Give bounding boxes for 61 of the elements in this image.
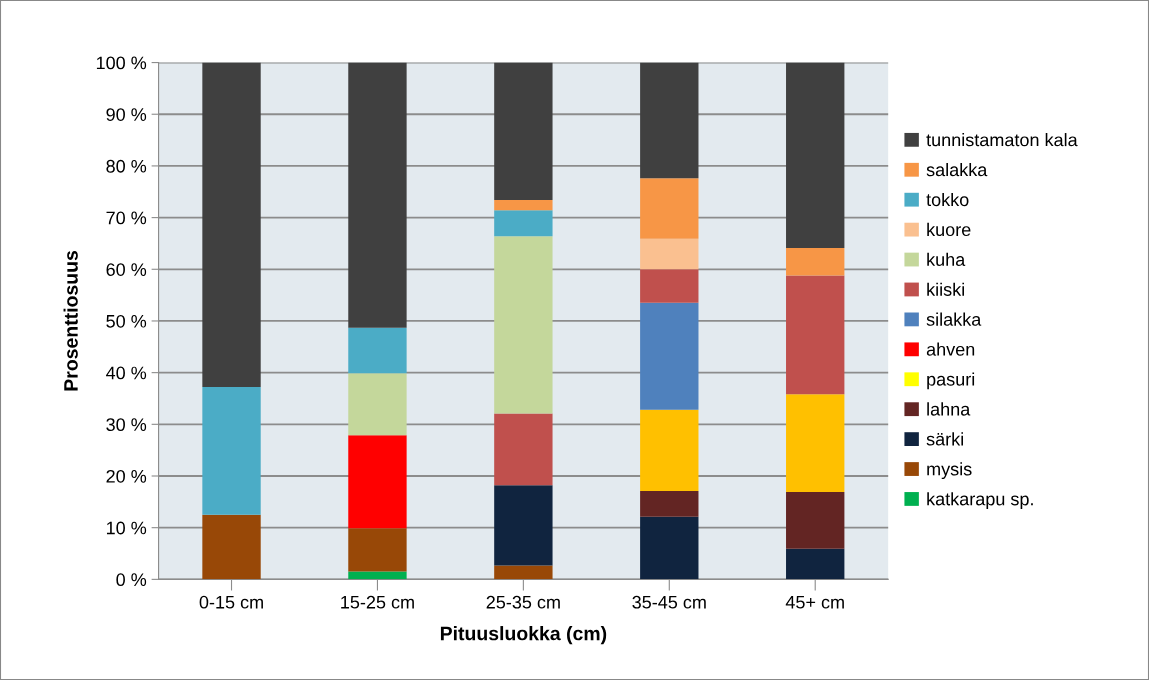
x-tick-label: 15-25 cm bbox=[341, 595, 414, 609]
x-tick-label: 25-35 cm bbox=[486, 595, 560, 609]
y-tick-label: 60 % bbox=[106, 263, 147, 276]
legend-label: katkarapu sp. bbox=[927, 492, 1033, 509]
legend-label: silakka bbox=[926, 312, 982, 326]
y-axis-title: Prosenttiosuus bbox=[63, 250, 78, 391]
bar bbox=[348, 435, 407, 529]
bar bbox=[640, 490, 699, 517]
bar bbox=[202, 387, 261, 515]
y-tick-label: 30 % bbox=[106, 418, 147, 432]
bar bbox=[494, 62, 553, 201]
bar bbox=[640, 302, 699, 410]
bar bbox=[202, 62, 261, 388]
bar bbox=[640, 238, 699, 270]
y-tick-label: 100 % bbox=[96, 56, 147, 70]
bar bbox=[786, 394, 845, 493]
x-tick-label: 35-45 cm bbox=[632, 595, 706, 609]
y-tick-label: 70 % bbox=[106, 211, 147, 225]
legend-label: lahna bbox=[927, 402, 971, 416]
legend-label: mysis bbox=[927, 462, 972, 480]
legend-label: kuha bbox=[927, 252, 966, 266]
y-tick-label: 10 % bbox=[106, 521, 147, 535]
bar bbox=[202, 514, 261, 580]
bar bbox=[494, 413, 553, 486]
bar bbox=[640, 62, 699, 179]
bar bbox=[786, 492, 845, 549]
y-tick-label: 20 % bbox=[106, 469, 147, 483]
legend-label: pasuri bbox=[927, 372, 975, 390]
bar bbox=[786, 248, 845, 276]
y-tick-label: 40 % bbox=[106, 366, 147, 380]
legend-label: kuore bbox=[927, 222, 971, 237]
legend-label: tokko bbox=[926, 192, 969, 207]
y-tick-label: 90 % bbox=[106, 108, 147, 121]
legend-label: kiiski bbox=[927, 282, 964, 296]
bar bbox=[640, 178, 699, 239]
legend-label: särki bbox=[926, 432, 963, 446]
bar bbox=[348, 327, 407, 374]
bar bbox=[348, 62, 407, 328]
bar bbox=[786, 62, 845, 249]
legend-label: ahven bbox=[926, 342, 975, 356]
bar bbox=[348, 528, 407, 572]
bar bbox=[640, 269, 699, 303]
bar bbox=[494, 485, 553, 566]
bar bbox=[494, 565, 553, 580]
y-tick-label: 0 % bbox=[116, 573, 147, 587]
bar bbox=[348, 571, 407, 580]
y-tick-label: 50 % bbox=[106, 314, 147, 328]
bar bbox=[786, 548, 845, 580]
x-axis-title: Pituusluokka (cm) bbox=[440, 626, 607, 645]
y-tick-label: 80 % bbox=[106, 159, 147, 173]
bar bbox=[640, 516, 699, 580]
bar bbox=[786, 275, 845, 395]
bar bbox=[494, 200, 553, 211]
bar bbox=[348, 373, 407, 436]
legend-label: salakka bbox=[926, 162, 988, 177]
bar bbox=[494, 236, 553, 414]
legend-label: tunnistamaton kala bbox=[926, 133, 1078, 147]
bar bbox=[640, 409, 699, 491]
x-tick-label: 45+ cm bbox=[785, 596, 844, 609]
bar bbox=[494, 210, 553, 237]
x-tick-label: 0-15 cm bbox=[199, 595, 263, 609]
